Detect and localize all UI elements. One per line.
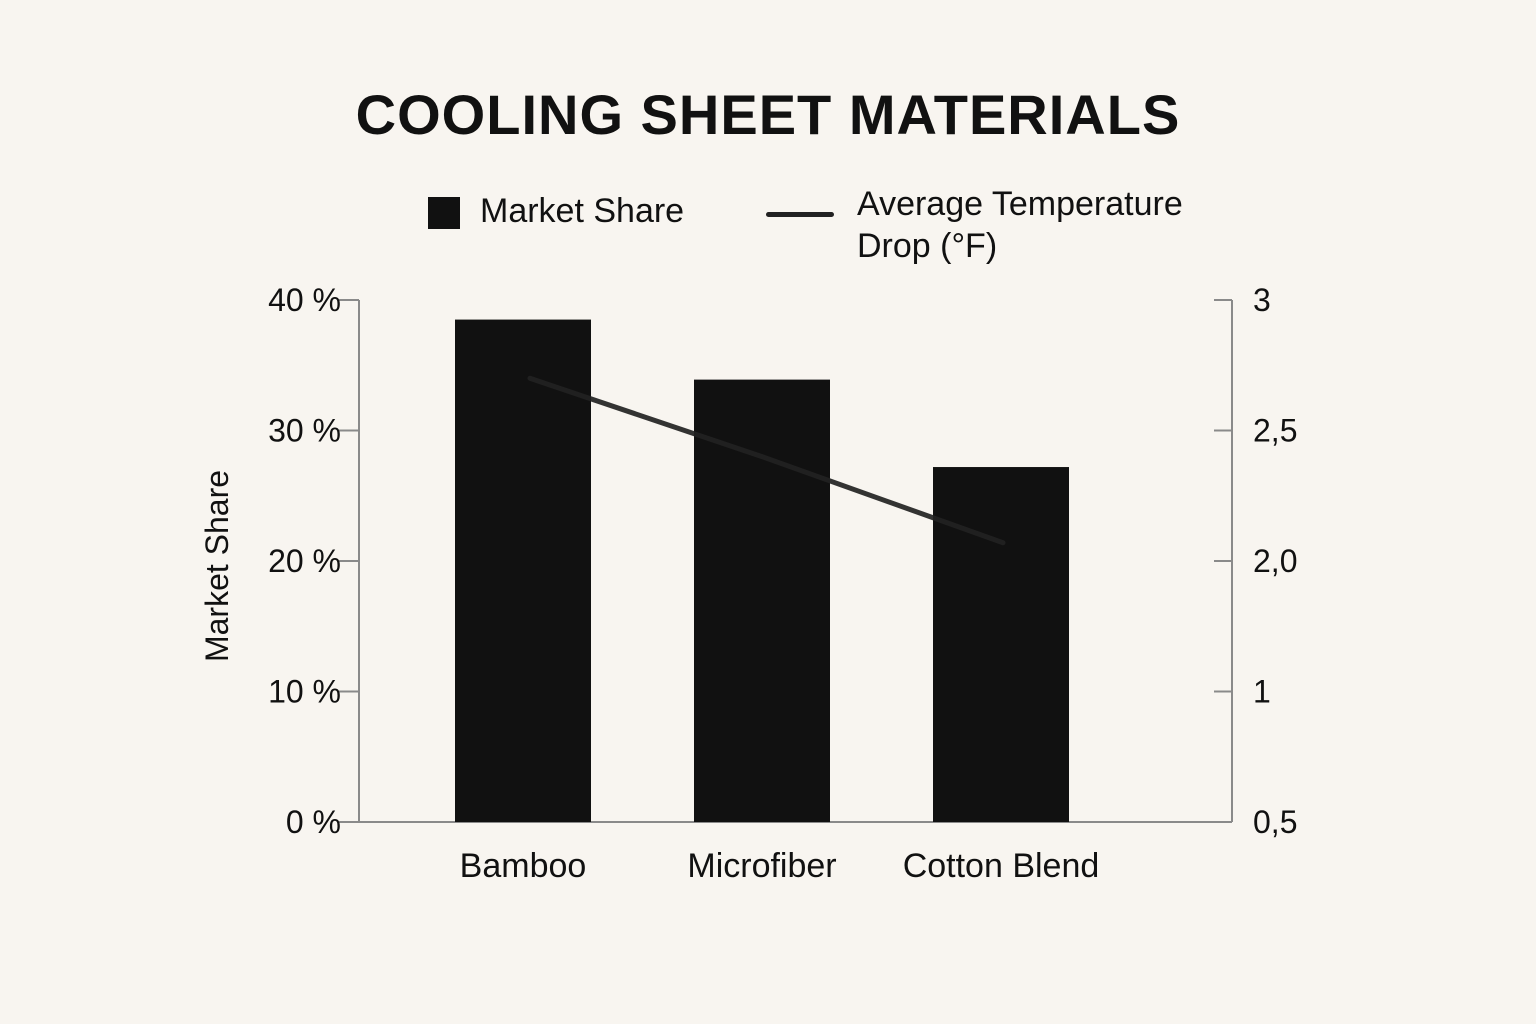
- y-tick-label: 10 %: [268, 674, 341, 710]
- y-tick-label: 40 %: [268, 282, 341, 318]
- y-tick-label: 20 %: [268, 543, 341, 579]
- legend-line-label: Average Temperature Drop (°F): [857, 185, 1183, 265]
- x-category-label: Cotton Blend: [903, 847, 1100, 885]
- y2-tick-label: 1: [1253, 674, 1271, 710]
- bar-cotton-blend: [933, 467, 1069, 822]
- y2-tick-label: 2,0: [1253, 543, 1297, 579]
- y-tick-label: 30 %: [268, 413, 341, 449]
- y2-tick-label: 0,5: [1253, 804, 1297, 840]
- bar-bamboo: [455, 319, 591, 822]
- legend-bar-swatch: [428, 197, 460, 229]
- y-axis-label: Market Share: [199, 470, 235, 662]
- y2-tick-label: 2,5: [1253, 413, 1297, 449]
- chart-title: COOLING SHEET MATERIALS: [355, 83, 1181, 146]
- y2-tick-label: 3: [1253, 282, 1271, 318]
- y-tick-label: 0 %: [286, 804, 341, 840]
- x-category-label: Bamboo: [460, 847, 587, 885]
- legend-line-swatch: [766, 212, 834, 217]
- legend-bar-label: Market Share: [480, 192, 685, 230]
- bar-microfiber: [694, 379, 830, 822]
- x-category-label: Microfiber: [687, 847, 836, 885]
